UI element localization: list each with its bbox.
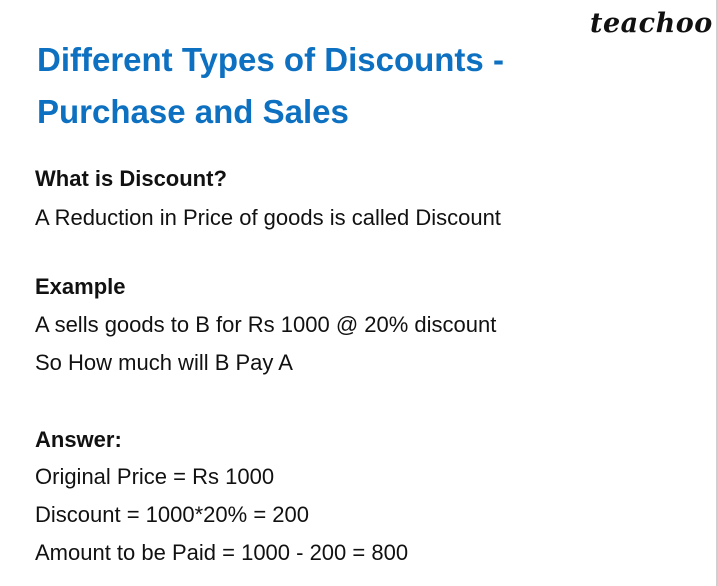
example-line: A sells goods to B for Rs 1000 @ 20% dis… (35, 312, 497, 337)
example-heading: Example (35, 274, 126, 299)
answer-heading: Answer: (35, 427, 122, 452)
answer-line: Original Price = Rs 1000 (35, 464, 275, 489)
teachoo-logo: teachoo (590, 8, 713, 39)
answer-line: Amount to be Paid = 1000 - 200 = 800 (35, 540, 409, 565)
title-line: Purchase and Sales (37, 93, 349, 130)
example-line: So How much will B Pay A (35, 350, 293, 375)
definition-text: A Reduction in Price of goods is called … (35, 205, 501, 230)
answer-line: Discount = 1000*20% = 200 (35, 502, 309, 527)
question-heading: What is Discount? (35, 166, 227, 191)
page-title: Different Types of Discounts - Purchase … (37, 34, 504, 138)
title-line: Different Types of Discounts - (37, 41, 504, 78)
